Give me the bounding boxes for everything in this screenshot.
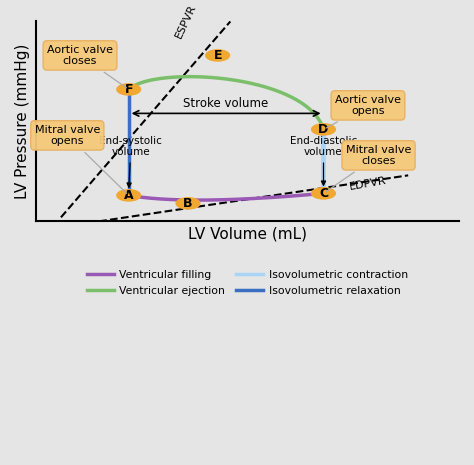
- Text: C: C: [319, 187, 328, 200]
- Circle shape: [117, 84, 141, 95]
- Text: ESPVR: ESPVR: [173, 2, 198, 40]
- Y-axis label: LV Pressure (mmHg): LV Pressure (mmHg): [15, 44, 30, 199]
- Text: Mitral valve
closes: Mitral valve closes: [326, 145, 411, 192]
- Circle shape: [206, 50, 229, 61]
- Text: Aortic valve
closes: Aortic valve closes: [47, 45, 127, 88]
- X-axis label: LV Volume (mL): LV Volume (mL): [188, 227, 307, 242]
- Circle shape: [311, 188, 335, 199]
- Text: Aortic valve
opens: Aortic valve opens: [326, 94, 401, 128]
- Text: F: F: [125, 83, 133, 96]
- Text: EDPVR: EDPVR: [349, 176, 388, 193]
- Legend: Ventricular filling, Ventricular ejection, Isovolumetric contraction, Isovolumet: Ventricular filling, Ventricular ejectio…: [82, 266, 412, 300]
- Circle shape: [117, 190, 141, 201]
- Text: Mitral valve
opens: Mitral valve opens: [35, 125, 127, 193]
- Text: End-systolic
volume: End-systolic volume: [100, 136, 162, 187]
- Text: B: B: [183, 197, 193, 210]
- Text: D: D: [319, 123, 328, 136]
- Circle shape: [176, 198, 200, 209]
- Circle shape: [311, 124, 335, 135]
- Text: End-diastolic
volume: End-diastolic volume: [290, 136, 357, 185]
- Text: A: A: [124, 189, 134, 202]
- Text: Stroke volume: Stroke volume: [183, 97, 269, 110]
- Text: E: E: [213, 49, 222, 62]
